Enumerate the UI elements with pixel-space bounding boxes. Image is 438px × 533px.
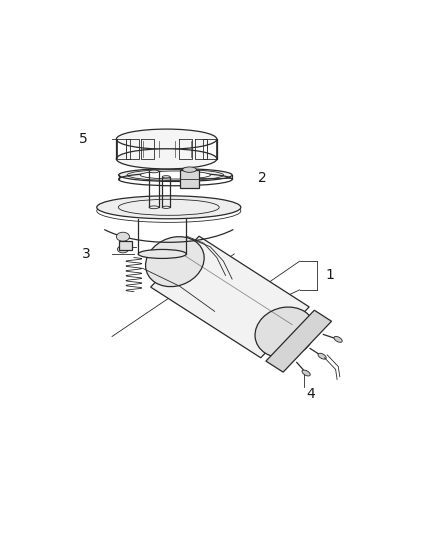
Ellipse shape — [302, 370, 310, 376]
Text: 2: 2 — [258, 171, 267, 184]
Text: 4: 4 — [306, 387, 315, 401]
Ellipse shape — [145, 237, 204, 287]
FancyBboxPatch shape — [180, 169, 199, 188]
FancyBboxPatch shape — [119, 241, 132, 250]
Text: 3: 3 — [81, 247, 90, 261]
Ellipse shape — [255, 307, 315, 358]
Text: 5: 5 — [79, 132, 88, 146]
Ellipse shape — [117, 246, 128, 253]
Polygon shape — [266, 310, 332, 372]
Ellipse shape — [334, 336, 342, 342]
Ellipse shape — [318, 353, 326, 359]
Ellipse shape — [97, 196, 241, 219]
Text: 1: 1 — [326, 269, 335, 282]
Ellipse shape — [140, 171, 211, 179]
Ellipse shape — [119, 168, 232, 181]
Ellipse shape — [117, 129, 217, 149]
Polygon shape — [151, 236, 309, 358]
Ellipse shape — [149, 170, 159, 173]
Ellipse shape — [117, 232, 130, 241]
Ellipse shape — [138, 249, 186, 259]
Ellipse shape — [183, 167, 196, 172]
Ellipse shape — [162, 176, 170, 178]
Ellipse shape — [117, 149, 217, 169]
